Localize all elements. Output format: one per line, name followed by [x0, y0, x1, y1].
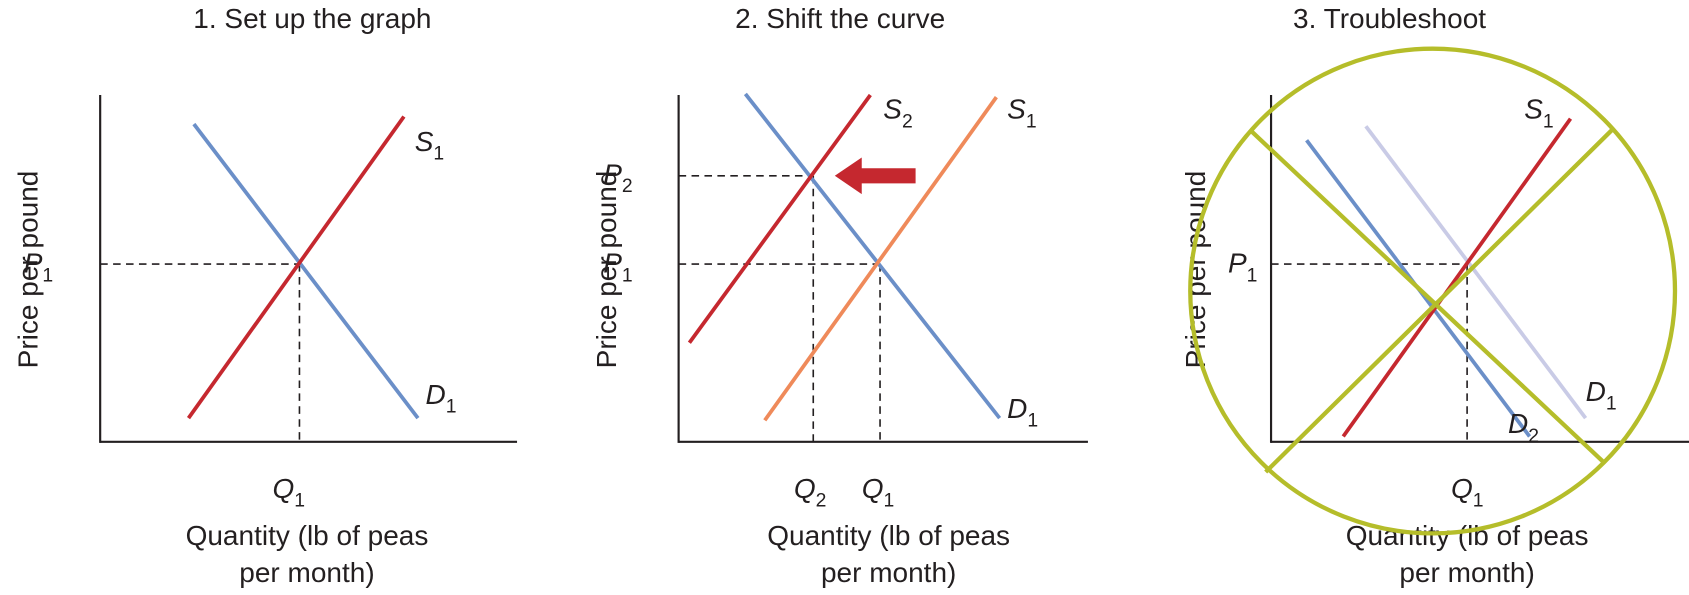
curve: [192, 122, 420, 420]
curve-label: D1: [1586, 376, 1617, 415]
label-subscript: 1: [1606, 393, 1617, 415]
cross-line: [1248, 127, 1607, 465]
label-letter: S: [1524, 94, 1543, 125]
curve: [743, 92, 1002, 420]
panel-title: 1. Set up the graph: [193, 3, 431, 34]
label-letter: P: [603, 158, 622, 189]
label-subscript: 2: [816, 489, 827, 511]
label-subscript: 1: [433, 143, 444, 165]
curve: [763, 96, 998, 422]
label-letter: Q: [862, 473, 884, 504]
label-subscript: 2: [902, 110, 913, 132]
label-subscript: 1: [1026, 110, 1037, 132]
curve-label: D1: [1007, 393, 1038, 432]
y-axis-label: Price per pound: [591, 171, 622, 369]
label-letter: S: [883, 94, 902, 125]
price-label: P1: [1228, 248, 1257, 287]
label-subscript: 1: [1247, 264, 1258, 286]
label-letter: Q: [273, 473, 295, 504]
label-letter: S: [415, 126, 434, 157]
price-label: P1: [603, 248, 632, 287]
label-letter: P: [1228, 248, 1247, 279]
label-subscript: 2: [1528, 425, 1539, 447]
price-label: P2: [603, 158, 632, 197]
quantity-label: Q1: [273, 473, 306, 512]
x-axis-label: Quantity (lb of peas: [1346, 520, 1589, 551]
label-subscript: 2: [622, 175, 633, 197]
curve-label: S2: [883, 94, 912, 133]
label-letter: P: [24, 248, 43, 279]
curve-label: D1: [425, 379, 456, 418]
x-axis-label: Quantity (lb of peas: [767, 520, 1010, 551]
panel-title: 3. Troubleshoot: [1293, 3, 1486, 34]
shift-arrow: [834, 157, 916, 195]
label-subscript: 1: [294, 489, 305, 511]
quantity-label: Q1: [1451, 473, 1484, 512]
label-letter: D: [1508, 408, 1528, 439]
curve-label: S1: [1007, 94, 1036, 133]
x-axis-label: Quantity (lb of peas: [186, 520, 429, 551]
label-subscript: 1: [884, 489, 895, 511]
curve: [1341, 117, 1573, 438]
curve: [1364, 125, 1588, 420]
quantity-label: Q1: [862, 473, 895, 512]
curve-label: D2: [1508, 408, 1539, 447]
label-letter: D: [1586, 376, 1606, 407]
curve: [687, 93, 872, 344]
label-subscript: 1: [1543, 110, 1554, 132]
panel-title: 2. Shift the curve: [735, 3, 945, 34]
x-axis-label: per month): [1399, 557, 1534, 588]
label-letter: Q: [1451, 473, 1473, 504]
label-letter: P: [603, 248, 622, 279]
quantity-label: Q2: [794, 473, 827, 512]
label-letter: D: [1007, 393, 1027, 424]
label-subscript: 1: [446, 396, 457, 418]
x-axis-label: per month): [821, 557, 956, 588]
label-letter: D: [425, 379, 445, 410]
x-axis-label: per month): [239, 557, 374, 588]
y-axis-label: Price per pound: [13, 171, 44, 369]
label-subscript: 1: [1473, 489, 1484, 511]
label-letter: S: [1007, 94, 1026, 125]
label-subscript: 1: [1027, 410, 1038, 432]
label-letter: Q: [794, 473, 816, 504]
curve: [186, 115, 406, 420]
troubleshoot-circle: [1188, 46, 1678, 536]
curve-label: S1: [1524, 94, 1553, 133]
cross-line: [1264, 127, 1615, 474]
price-label: P1: [24, 248, 53, 287]
label-subscript: 1: [622, 264, 633, 286]
curve-label: S1: [415, 126, 444, 165]
label-subscript: 1: [42, 264, 53, 286]
